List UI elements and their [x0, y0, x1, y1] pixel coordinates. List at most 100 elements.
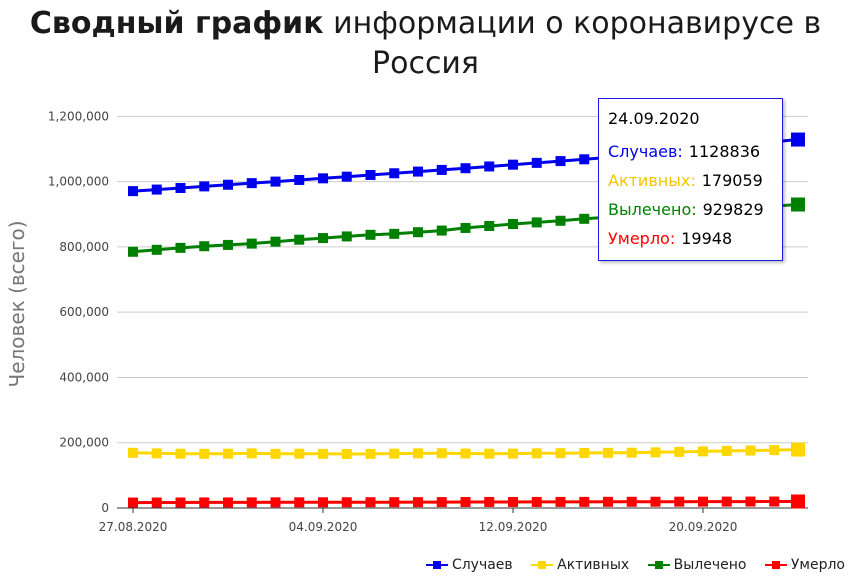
legend-item-active[interactable]: Активных [531, 557, 629, 573]
legend-swatch-cases [425, 560, 448, 570]
series-point-0 [555, 156, 566, 167]
series-point-0 [318, 173, 328, 184]
series-point-0 [270, 176, 281, 187]
series-point-2 [389, 228, 400, 239]
series-point-2 [508, 219, 518, 230]
series-point-2 [555, 215, 566, 226]
x-tick-label: 12.09.2020 [479, 520, 548, 534]
series-point-3 [175, 497, 186, 508]
series-point-3 [413, 497, 423, 508]
legend-swatch-deaths [764, 560, 787, 570]
x-tick-label: 04.09.2020 [289, 520, 358, 534]
series-point-2 [151, 244, 162, 255]
y-tick-label: 200,000 [59, 436, 109, 450]
series-point-0 [128, 186, 138, 197]
series-point-1 [246, 448, 257, 459]
series-point-0 [246, 178, 257, 189]
series-point-1 [389, 448, 400, 459]
tooltip-active-label: Активных: [608, 171, 696, 190]
series-point-1 [128, 447, 138, 458]
series-point-0 [175, 182, 186, 193]
series-point-2 [791, 197, 805, 212]
series-point-3 [436, 497, 447, 508]
series-point-0 [223, 179, 233, 190]
series-point-3 [365, 497, 376, 508]
tooltip-recovered-label: Вылечено: [608, 200, 697, 219]
series-point-0 [199, 181, 210, 192]
legend-label-deaths: Умерло [790, 557, 845, 573]
legend-label-cases: Случаев [451, 557, 513, 573]
series-point-3 [318, 497, 328, 508]
series-point-2 [199, 241, 210, 252]
series-point-3 [341, 497, 352, 508]
legend-item-deaths[interactable]: Умерло [764, 557, 845, 573]
series-point-1 [791, 442, 805, 457]
series-point-0 [436, 164, 447, 175]
series-point-2 [531, 217, 542, 228]
legend-item-cases[interactable]: Случаев [425, 557, 513, 573]
chart-legend: Случаев Активных Вылечено Умерло [412, 557, 845, 573]
legend-item-recovered[interactable]: Вылечено [647, 557, 747, 573]
tooltip-cases-value: 1128836 [688, 142, 761, 161]
series-point-1 [341, 448, 352, 459]
series-point-2 [341, 231, 352, 242]
series-point-1 [508, 448, 518, 459]
series-point-3 [460, 497, 471, 508]
series-point-0 [151, 184, 162, 195]
tooltip-row-deaths: Умерло: 19948 [608, 229, 732, 248]
series-point-0 [579, 154, 590, 165]
series-point-1 [531, 448, 542, 459]
series-point-1 [318, 448, 328, 459]
series-point-2 [246, 238, 257, 249]
series-point-3 [223, 497, 233, 508]
series-point-1 [745, 445, 756, 456]
series-point-2 [294, 234, 305, 245]
series-point-3 [531, 496, 542, 507]
series-point-1 [698, 446, 708, 457]
series-point-0 [791, 132, 805, 147]
series-point-0 [460, 163, 471, 174]
series-point-3 [151, 497, 162, 508]
tooltip-row-cases: Случаев: 1128836 [608, 142, 760, 161]
series-point-1 [365, 448, 376, 459]
series-point-2 [365, 229, 376, 240]
series-point-3 [294, 497, 305, 508]
tooltip-cases-label: Случаев: [608, 142, 683, 161]
series-point-0 [531, 157, 542, 168]
series-point-1 [151, 448, 162, 459]
series-point-1 [555, 448, 566, 459]
series-point-0 [389, 168, 400, 179]
series-point-3 [769, 496, 780, 507]
chart-tooltip: 24.09.2020 Случаев: 1128836 Активных: 1790… [598, 98, 783, 261]
series-point-0 [294, 174, 305, 185]
legend-swatch-active [531, 560, 554, 570]
series-point-2 [270, 236, 281, 247]
legend-label-recovered: Вылечено [673, 557, 747, 573]
series-point-3 [603, 496, 613, 507]
series-point-3 [674, 496, 685, 507]
series-point-3 [555, 496, 566, 507]
series-point-3 [791, 494, 805, 509]
series-point-2 [579, 213, 590, 224]
series-point-2 [128, 246, 138, 257]
series-point-3 [270, 497, 281, 508]
y-tick-label: 0 [101, 501, 109, 515]
series-point-3 [579, 496, 590, 507]
series-point-3 [484, 496, 495, 507]
series-point-2 [484, 220, 495, 231]
series-point-1 [223, 448, 233, 459]
series-point-1 [579, 448, 590, 459]
series-point-2 [460, 222, 471, 233]
y-tick-label: 1,200,000 [48, 109, 109, 123]
series-point-0 [413, 166, 423, 177]
tooltip-recovered-value: 929829 [702, 200, 764, 219]
chart-title-bold: Сводный график [29, 6, 324, 41]
series-point-1 [175, 448, 186, 459]
tooltip-date: 24.09.2020 [608, 109, 700, 128]
y-tick-label: 600,000 [59, 305, 109, 319]
series-point-3 [508, 496, 518, 507]
y-tick-label: 400,000 [59, 370, 109, 384]
tooltip-row-active: Активных: 179059 [608, 171, 763, 190]
series-point-3 [199, 497, 210, 508]
